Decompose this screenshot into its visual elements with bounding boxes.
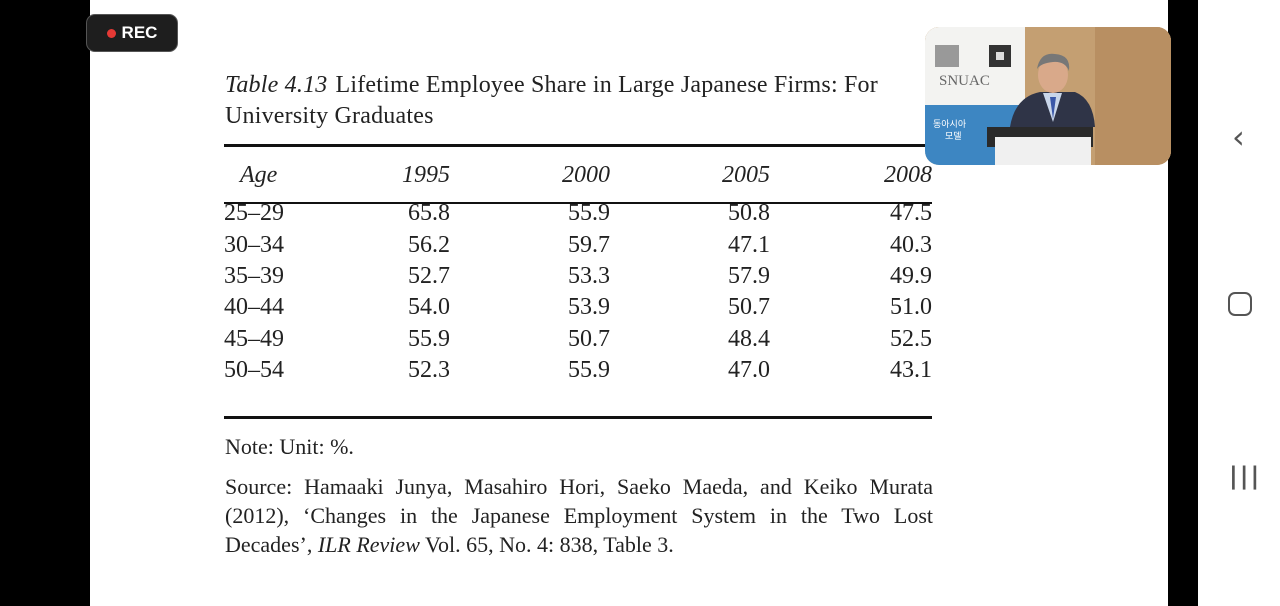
banner-text: 동아시아 xyxy=(933,119,967,130)
header-rule xyxy=(224,202,932,204)
value-cell: 47.5 xyxy=(890,200,932,227)
value-cell: 49.9 xyxy=(890,262,932,289)
value-cell: 43.1 xyxy=(890,357,932,384)
value-cell: 55.9 xyxy=(568,357,610,384)
data-table: Age 1995 2000 2005 2008 25–29 65.8 55.9 50.… xyxy=(224,152,932,386)
value-cell: 50.7 xyxy=(568,325,610,352)
source-text: Source: Hamaaki Junya, Masahiro Hori, Sa… xyxy=(225,474,933,557)
value-cell: 59.7 xyxy=(568,231,610,258)
age-cell: 30–34 xyxy=(224,231,284,258)
table-row: 35–39 52.7 53.3 57.9 49.9 xyxy=(224,261,932,292)
value-cell: 56.2 xyxy=(408,231,450,258)
age-cell: 45–49 xyxy=(224,325,284,352)
source-details: Vol. 65, No. 4: 838, Table 3. xyxy=(419,532,674,557)
home-icon[interactable] xyxy=(1228,292,1252,316)
value-cell: 55.9 xyxy=(568,200,610,227)
header-2000: 2000 xyxy=(562,161,610,188)
age-cell: 25–29 xyxy=(224,200,284,227)
value-cell: 65.8 xyxy=(408,200,450,227)
webcam-overlay[interactable]: SNUAC 동아시아 모델 xyxy=(925,27,1171,165)
banner-logo: SNUAC xyxy=(939,73,990,89)
header-2005: 2005 xyxy=(722,161,770,188)
value-cell: 50.8 xyxy=(728,200,770,227)
speaker-video: SNUAC 동아시아 모델 xyxy=(925,27,1171,165)
android-nav-bar xyxy=(1198,0,1280,606)
header-row: Age 1995 2000 2005 2008 xyxy=(224,152,932,198)
table-label: Table 4.13 xyxy=(225,72,328,98)
value-cell: 47.1 xyxy=(728,231,770,258)
table-row: 45–49 55.9 50.7 48.4 52.5 xyxy=(224,324,932,355)
age-cell: 50–54 xyxy=(224,357,284,384)
table-row: 30–34 56.2 59.7 47.1 40.3 xyxy=(224,229,932,260)
value-cell: 53.9 xyxy=(568,294,610,321)
rec-label: REC xyxy=(121,23,158,42)
value-cell: 54.0 xyxy=(408,294,450,321)
source-journal: ILR Review xyxy=(317,532,420,557)
header-age: Age xyxy=(240,161,278,188)
table-row: 25–29 65.8 55.9 50.8 47.5 xyxy=(224,198,932,229)
value-cell: 47.0 xyxy=(728,357,770,384)
value-cell: 52.7 xyxy=(408,262,450,289)
recording-indicator[interactable]: REC xyxy=(86,14,178,52)
table-row: 40–44 54.0 53.9 50.7 51.0 xyxy=(224,292,932,323)
value-cell: 55.9 xyxy=(408,325,450,352)
table-note: Note: Unit: %. xyxy=(225,434,354,459)
bottom-rule xyxy=(224,416,932,419)
back-icon[interactable]: ‹ xyxy=(1232,118,1245,156)
value-cell: 51.0 xyxy=(890,294,932,321)
banner-text-2: 모델 xyxy=(945,130,962,142)
table-title: Table 4.13 Lifetime Employee Share in Lar… xyxy=(225,70,945,132)
table-source: Source: Hamaaki Junya, Masahiro Hori, Sa… xyxy=(225,472,933,559)
header-2008: 2008 xyxy=(884,161,932,188)
table-row: 50–54 52.3 55.9 47.0 43.1 xyxy=(224,355,932,386)
value-cell: 48.4 xyxy=(728,325,770,352)
top-rule xyxy=(224,144,932,147)
table-title-text: Lifetime Employee Share in Large Japanes… xyxy=(225,72,878,129)
record-dot-icon xyxy=(106,28,116,38)
value-cell: 52.3 xyxy=(408,357,450,384)
value-cell: 53.3 xyxy=(568,262,610,289)
header-1995: 1995 xyxy=(402,161,450,188)
age-cell: 35–39 xyxy=(224,262,284,289)
age-cell: 40–44 xyxy=(224,294,284,321)
value-cell: 57.9 xyxy=(728,262,770,289)
value-cell: 50.7 xyxy=(728,294,770,321)
recents-icon[interactable]: ||| xyxy=(1229,462,1262,490)
value-cell: 52.5 xyxy=(890,325,932,352)
value-cell: 40.3 xyxy=(890,231,932,258)
